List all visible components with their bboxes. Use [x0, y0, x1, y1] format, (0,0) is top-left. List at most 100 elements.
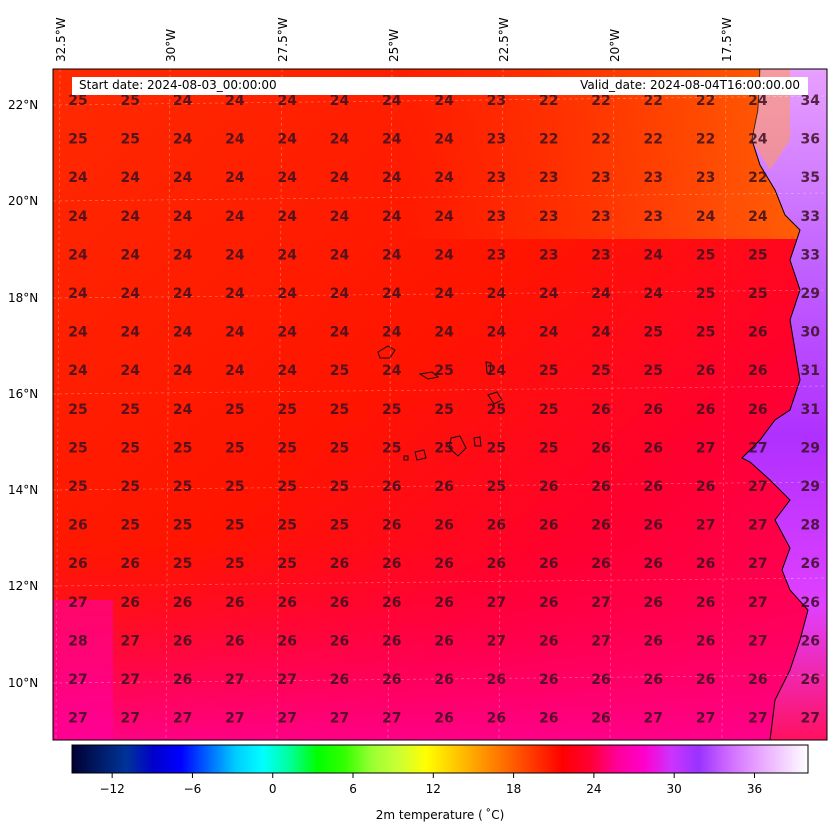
grid-value: 24 [225, 363, 245, 379]
grid-value: 25 [68, 440, 87, 456]
colorbar-tick-label: 36 [746, 782, 763, 796]
grid-value: 22 [696, 93, 715, 109]
lon-label-22-5w: 22.5°W [497, 17, 511, 62]
grid-value: 25 [121, 440, 140, 456]
grid-value: 26 [382, 518, 401, 534]
grid-value: 24 [225, 247, 245, 263]
grid-value: 26 [539, 556, 558, 572]
island-fogo [414, 449, 427, 461]
grid-value: 27 [68, 711, 87, 727]
grid-value: 22 [591, 132, 610, 148]
grid-value: 26 [591, 672, 610, 688]
grid-value: 26 [539, 672, 558, 688]
grid-value: 24 [277, 325, 297, 341]
grid-value: 27 [696, 518, 715, 534]
grid-value: 24 [173, 209, 193, 225]
grid-value: 26 [277, 595, 296, 611]
colorbar-tick-label: 12 [425, 782, 441, 796]
grid-value: 25 [748, 247, 767, 263]
grid-value: 26 [225, 595, 244, 611]
grid-value: 24 [382, 325, 402, 341]
grid-value: 24 [748, 209, 768, 225]
grid-value: 24 [434, 170, 454, 186]
grid-value: 25 [696, 286, 715, 302]
grid-value: 25 [277, 518, 296, 534]
grid-value: 25 [121, 93, 140, 109]
grid-value: 24 [225, 170, 245, 186]
grid-value: 22 [696, 132, 715, 148]
grid-value: 26 [330, 633, 349, 649]
grid-value: 24 [696, 209, 716, 225]
grid-value: 24 [644, 247, 664, 263]
grid-value: 27 [225, 672, 244, 688]
grid-value: 26 [225, 633, 244, 649]
island-maio [473, 436, 482, 447]
grid-value: 24 [487, 325, 507, 341]
grid-value: 26 [539, 518, 558, 534]
grid-value: 24 [277, 93, 297, 109]
grid-value: 26 [173, 672, 192, 688]
grid-value: 24 [225, 132, 245, 148]
grid-value: 25 [330, 402, 349, 418]
grid-value: 26 [644, 556, 663, 572]
grid-value: 25 [225, 479, 244, 495]
grid-value: 28 [800, 518, 819, 534]
grid-value: 26 [434, 518, 453, 534]
grid-value: 26 [173, 595, 192, 611]
grid-value: 25 [591, 363, 610, 379]
grid-value: 27 [277, 711, 296, 727]
grid-value: 24 [173, 93, 193, 109]
grid-value: 23 [487, 132, 506, 148]
grid-value: 26 [539, 711, 558, 727]
grid-value: 26 [121, 556, 140, 572]
grid-value: 25 [277, 556, 296, 572]
grid-value: 25 [68, 402, 87, 418]
grid-value: 27 [382, 711, 401, 727]
grid-value: 24 [68, 325, 88, 341]
grid-value: 27 [121, 633, 140, 649]
grid-value: 24 [225, 209, 245, 225]
grid-value: 27 [121, 672, 140, 688]
grid-value: 24 [330, 286, 350, 302]
lon-label-27-5w: 27.5°W [276, 17, 290, 62]
colorbar-title: 2m temperature ( ˚C) [375, 808, 505, 822]
grid-value: 25 [644, 363, 663, 379]
grid-value: 24 [487, 286, 507, 302]
grid-value: 22 [539, 93, 558, 109]
grid-value: 26 [748, 672, 767, 688]
grid-value: 25 [121, 518, 140, 534]
grid-value: 25 [68, 479, 87, 495]
grid-value: 25 [434, 440, 453, 456]
grid-value: 25 [277, 440, 296, 456]
grid-value: 24 [330, 93, 350, 109]
grid-value: 24 [277, 286, 297, 302]
grid-value: 24 [121, 363, 141, 379]
grid-value: 35 [800, 170, 819, 186]
grid-value: 26 [644, 518, 663, 534]
grid-value: 27 [591, 633, 610, 649]
grid-value: 27 [748, 633, 767, 649]
lon-label-20w: 20°W [608, 28, 622, 62]
map-frame-contents: 25 25 24 24 24 24 24 24 23 22 22 22 22 24 34 25 25 24 24 24… [53, 69, 827, 740]
grid-value: 25 [696, 325, 715, 341]
grid-value: 25 [68, 93, 87, 109]
grid-value: 24 [487, 363, 507, 379]
grid-value: 25 [382, 402, 401, 418]
lat-label-20n: 20°N [8, 194, 39, 208]
grid-value: 26 [696, 595, 715, 611]
colorbar-tick-label: 24 [586, 782, 602, 796]
grid-value: 25 [173, 479, 192, 495]
grid-value: 24 [225, 93, 245, 109]
colorbar-tick-label: −12 [99, 782, 125, 796]
grid-value: 27 [487, 595, 506, 611]
grid-value: 24 [121, 325, 141, 341]
grid-value: 26 [748, 402, 767, 418]
grid-value: 26 [539, 595, 558, 611]
map-border [52, 68, 828, 741]
grid-value: 25 [696, 247, 715, 263]
grid-value: 26 [696, 479, 715, 495]
grid-value: 24 [277, 247, 297, 263]
grid-value: 24 [173, 170, 193, 186]
grid-value: 33 [800, 247, 819, 263]
grid-value: 26 [382, 672, 401, 688]
